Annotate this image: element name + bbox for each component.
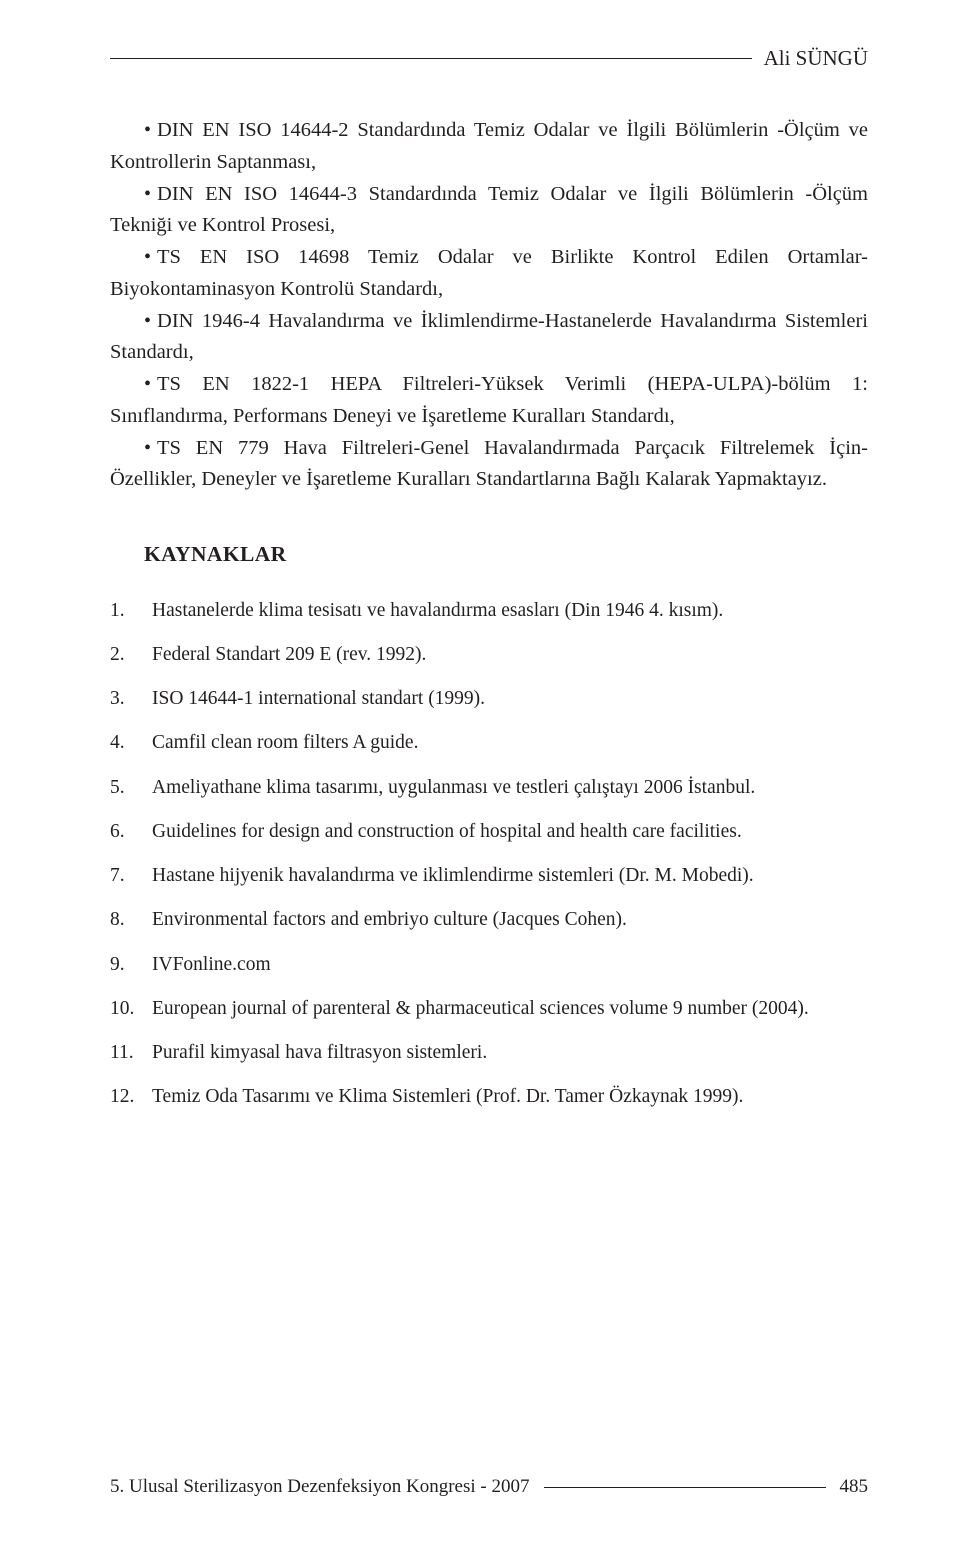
reference-number: 9. <box>110 950 152 979</box>
bullet-icon: • <box>144 183 157 205</box>
bullet-text: DIN EN ISO 14644-3 Standardında Temiz Od… <box>110 183 868 237</box>
bullet-icon: • <box>144 119 157 141</box>
body-text: •DIN EN ISO 14644-2 Standardında Temiz O… <box>110 115 868 1112</box>
bullet-text: TS EN ISO 14698 Temiz Odalar ve Birlikte… <box>110 246 868 300</box>
bullet-text: TS EN 779 Hava Filtreleri-Genel Havaland… <box>110 437 868 491</box>
header-row: Ali SÜNGÜ <box>110 46 868 71</box>
page-footer: 5. Ulusal Sterilizasyon Dezenfeksiyon Ko… <box>110 1476 868 1498</box>
bullet-icon: • <box>144 437 157 459</box>
reference-item: 8.Environmental factors and embriyo cult… <box>110 905 868 934</box>
reference-item: 1.Hastanelerde klima tesisatı ve havalan… <box>110 596 868 625</box>
bullet-icon: • <box>144 373 157 395</box>
bullet-item: •DIN EN ISO 14644-2 Standardında Temiz O… <box>110 115 868 179</box>
bullet-item: •TS EN 1822-1 HEPA Filtreleri-Yüksek Ver… <box>110 369 868 433</box>
reference-number: 11. <box>110 1038 152 1067</box>
reference-number: 7. <box>110 861 152 890</box>
author-name: Ali SÜNGÜ <box>752 46 868 71</box>
reference-text: Hastane hijyenik havalandırma ve iklimle… <box>152 861 868 890</box>
bullet-item: •TS EN 779 Hava Filtreleri-Genel Havalan… <box>110 433 868 497</box>
document-page: Ali SÜNGÜ •DIN EN ISO 14644-2 Standardın… <box>0 0 960 1542</box>
reference-text: Environmental factors and embriyo cultur… <box>152 905 868 934</box>
reference-text: Ameliyathane klima tasarımı, uygulanması… <box>152 773 868 802</box>
reference-item: 6.Guidelines for design and construction… <box>110 817 868 846</box>
reference-item: 7.Hastane hijyenik havalandırma ve iklim… <box>110 861 868 890</box>
bullet-item: •TS EN ISO 14698 Temiz Odalar ve Birlikt… <box>110 242 868 306</box>
reference-number: 12. <box>110 1082 152 1111</box>
reference-text: ISO 14644-1 international standart (1999… <box>152 684 868 713</box>
bullet-text: DIN EN ISO 14644-2 Standardında Temiz Od… <box>110 119 868 173</box>
reference-item: 12.Temiz Oda Tasarımı ve Klima Sistemler… <box>110 1082 868 1111</box>
reference-item: 11.Purafil kimyasal hava filtrasyon sist… <box>110 1038 868 1067</box>
reference-text: Camfil clean room filters A guide. <box>152 728 868 757</box>
reference-number: 2. <box>110 640 152 669</box>
reference-number: 1. <box>110 596 152 625</box>
reference-number: 5. <box>110 773 152 802</box>
bullet-text: DIN 1946-4 Havalandırma ve İklimlendirme… <box>110 310 868 364</box>
reference-item: 10.European journal of parenteral & phar… <box>110 994 868 1023</box>
references-heading: KAYNAKLAR <box>110 538 868 571</box>
reference-number: 4. <box>110 728 152 757</box>
reference-item: 3.ISO 14644-1 international standart (19… <box>110 684 868 713</box>
reference-text: IVFonline.com <box>152 950 868 979</box>
reference-number: 3. <box>110 684 152 713</box>
reference-text: Purafil kimyasal hava filtrasyon sisteml… <box>152 1038 868 1067</box>
bullet-item: •DIN 1946-4 Havalandırma ve İklimlendirm… <box>110 306 868 370</box>
bullet-text: TS EN 1822-1 HEPA Filtreleri-Yüksek Veri… <box>110 373 868 427</box>
bullet-icon: • <box>144 246 157 268</box>
page-number: 485 <box>840 1476 869 1498</box>
reference-text: Federal Standart 209 E (rev. 1992). <box>152 640 868 669</box>
reference-number: 8. <box>110 905 152 934</box>
bullet-icon: • <box>144 310 157 332</box>
references-list: 1.Hastanelerde klima tesisatı ve havalan… <box>110 596 868 1112</box>
reference-item: 9.IVFonline.com <box>110 950 868 979</box>
reference-item: 5.Ameliyathane klima tasarımı, uygulanma… <box>110 773 868 802</box>
reference-text: European journal of parenteral & pharmac… <box>152 994 868 1023</box>
reference-item: 4.Camfil clean room filters A guide. <box>110 728 868 757</box>
reference-text: Temiz Oda Tasarımı ve Klima Sistemleri (… <box>152 1082 868 1111</box>
footer-text: 5. Ulusal Sterilizasyon Dezenfeksiyon Ko… <box>110 1476 530 1498</box>
reference-item: 2.Federal Standart 209 E (rev. 1992). <box>110 640 868 669</box>
header-rule <box>110 58 752 59</box>
reference-number: 10. <box>110 994 152 1023</box>
reference-number: 6. <box>110 817 152 846</box>
reference-text: Guidelines for design and construction o… <box>152 817 868 846</box>
reference-text: Hastanelerde klima tesisatı ve havalandı… <box>152 596 868 625</box>
footer-rule <box>544 1487 826 1488</box>
bullet-item: •DIN EN ISO 14644-3 Standardında Temiz O… <box>110 179 868 243</box>
